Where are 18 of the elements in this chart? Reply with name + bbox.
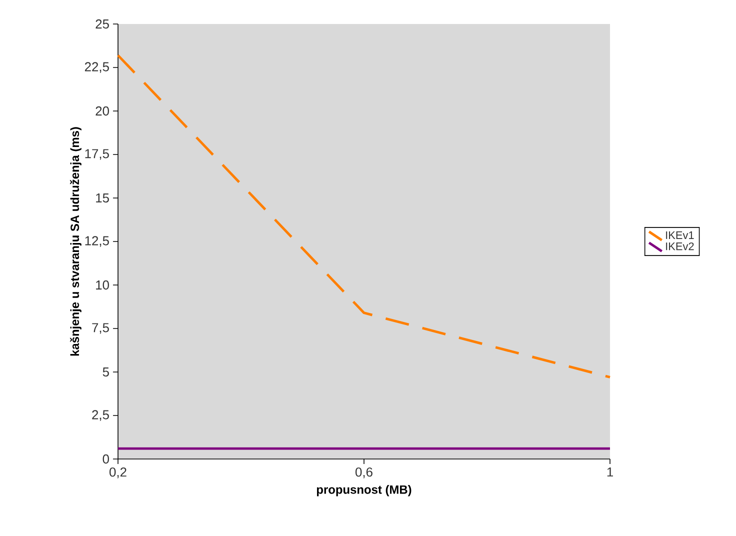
- y-tick-label: 2,5: [92, 410, 109, 421]
- x-tick-label: 0,6: [355, 467, 372, 478]
- legend-label: IKEv1: [666, 231, 694, 239]
- x-axis-title: propusnost (MB): [316, 485, 412, 496]
- y-tick-label: 22,5: [84, 62, 109, 73]
- y-tick-label: 10: [96, 280, 109, 290]
- x-tick-label: 1: [607, 468, 613, 476]
- y-tick-label: 0: [102, 454, 109, 464]
- y-tick-label: 20: [96, 106, 109, 116]
- y-tick-label: 12,5: [85, 236, 109, 247]
- x-tick-label: 0,2: [110, 467, 126, 478]
- y-tick-label: 17,5: [85, 149, 109, 160]
- y-tick-label: 15: [96, 193, 109, 203]
- y-tick-label: 7,5: [92, 323, 109, 334]
- y-axis-title: kašnjenje u stvaranju SA udruženja (ms): [70, 127, 82, 356]
- y-tick-label: 25: [96, 19, 109, 29]
- legend-label: IKEv2: [666, 242, 694, 250]
- y-tick-label: 5: [102, 367, 109, 377]
